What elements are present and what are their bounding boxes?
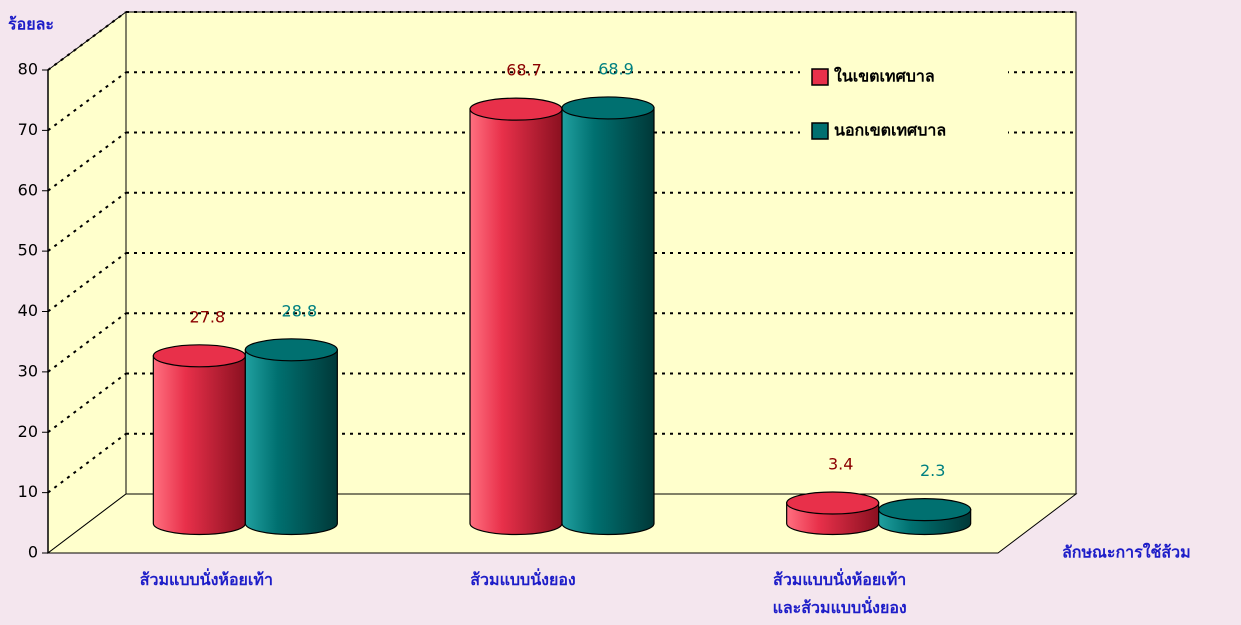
bar	[244, 349, 338, 536]
y-tick-label: 30	[18, 361, 38, 380]
bar-top	[786, 491, 880, 515]
bar	[561, 107, 655, 536]
y-tick-label: 80	[18, 60, 38, 79]
y-tick-label: 0	[28, 543, 38, 562]
grid-line-side	[47, 432, 127, 494]
value-label: 68.9	[598, 59, 634, 78]
legend-label: นอกเขตเทศบาล	[834, 121, 946, 140]
bar-top	[469, 97, 563, 121]
legend-label: ในเขตเทศบาล	[834, 67, 935, 86]
grid-line-side	[47, 252, 127, 313]
grid-line-side	[47, 71, 127, 132]
legend-marker	[811, 122, 829, 140]
y-axis-label: ร้อยละ	[8, 15, 54, 34]
value-label: 27.8	[190, 307, 226, 326]
grid-line-side	[47, 11, 127, 71]
bar	[469, 108, 563, 536]
value-label: 68.7	[506, 61, 542, 80]
y-tick-label: 40	[18, 301, 38, 320]
bar-top	[152, 344, 246, 368]
grid-line-side	[47, 372, 127, 434]
y-tick-label: 10	[18, 482, 38, 501]
y-tick-label: 50	[18, 241, 38, 260]
x-tick-label: ส้วมแบบนั่งห้อยเท้า และส้วมแบบนั่งยอง	[772, 570, 907, 617]
bar-top	[878, 498, 972, 522]
legend-box	[800, 58, 1008, 154]
grid-line-side	[47, 131, 127, 192]
y-tick-label: 20	[18, 422, 38, 441]
y-tick-label: 60	[18, 180, 38, 199]
grid-line-side	[47, 312, 127, 373]
bar	[152, 355, 246, 536]
x-tick-label: ส้วมแบบนั่งยอง	[470, 570, 576, 589]
value-label: 3.4	[828, 454, 853, 473]
grid-line-side	[47, 191, 127, 252]
value-label: 28.8	[282, 301, 318, 320]
legend-marker	[811, 68, 829, 86]
y-tick-label: 70	[18, 120, 38, 139]
bar-top	[244, 338, 338, 362]
bar-top	[561, 96, 655, 120]
value-label: 2.3	[920, 461, 945, 480]
x-tick-label: ส้วมแบบนั่งห้อยเท้า	[139, 570, 273, 589]
x-axis-label: ลักษณะการใช้ส้วม	[1062, 543, 1191, 562]
